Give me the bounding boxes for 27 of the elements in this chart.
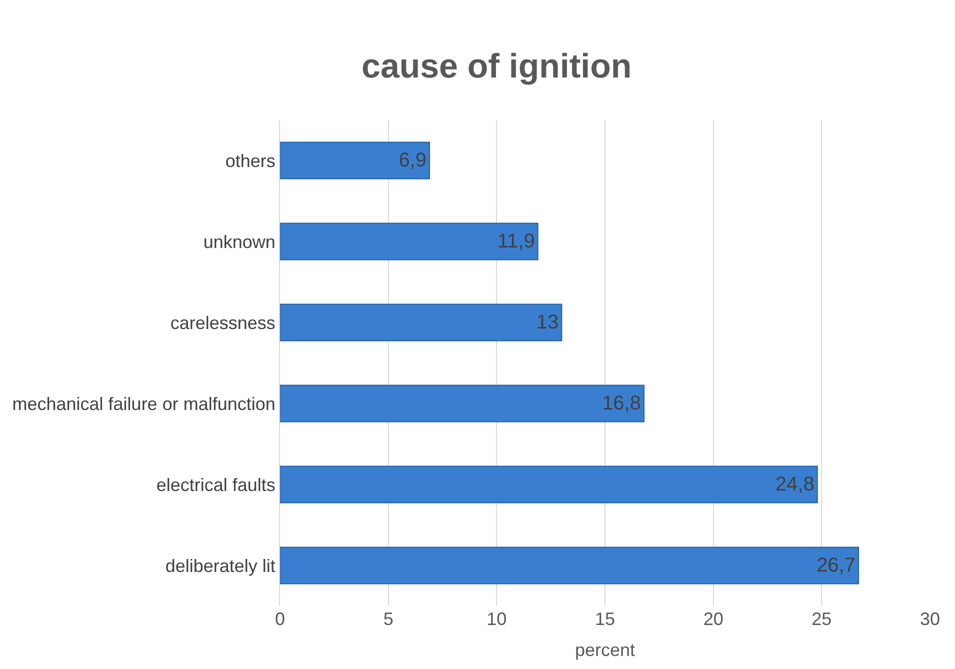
bar [280,466,818,504]
data-label: 11,9 [497,230,535,253]
y-tick-label: deliberately lit [165,556,276,576]
x-tick-label: 25 [812,609,832,629]
data-label: 6,9 [398,150,426,172]
bar [280,384,644,422]
chart-title: cause of ignition [362,47,632,86]
bar [280,222,538,260]
bar [280,304,562,342]
data-label: 26,7 [816,554,856,577]
x-tick-label: 15 [594,609,616,629]
bar [280,546,859,584]
x-tick-label: 20 [703,609,724,629]
data-label: 16,8 [602,392,641,414]
data-label: 13 [536,312,559,334]
y-tick-label: mechanical failure or malfunction [12,394,276,414]
y-tick-label: unknown [203,232,276,252]
x-axis-title: percent [574,640,636,660]
y-tick-label: others [225,150,276,171]
x-tick-label: 30 [920,609,940,629]
y-tick-label: carelessness [170,312,276,333]
x-tick-label: 5 [383,609,394,629]
data-label: 24,8 [775,474,814,496]
x-tick-label: 10 [486,609,507,629]
bar [280,142,430,180]
y-tick-label: electrical faults [156,474,276,495]
x-tick-label: 0 [274,609,286,629]
